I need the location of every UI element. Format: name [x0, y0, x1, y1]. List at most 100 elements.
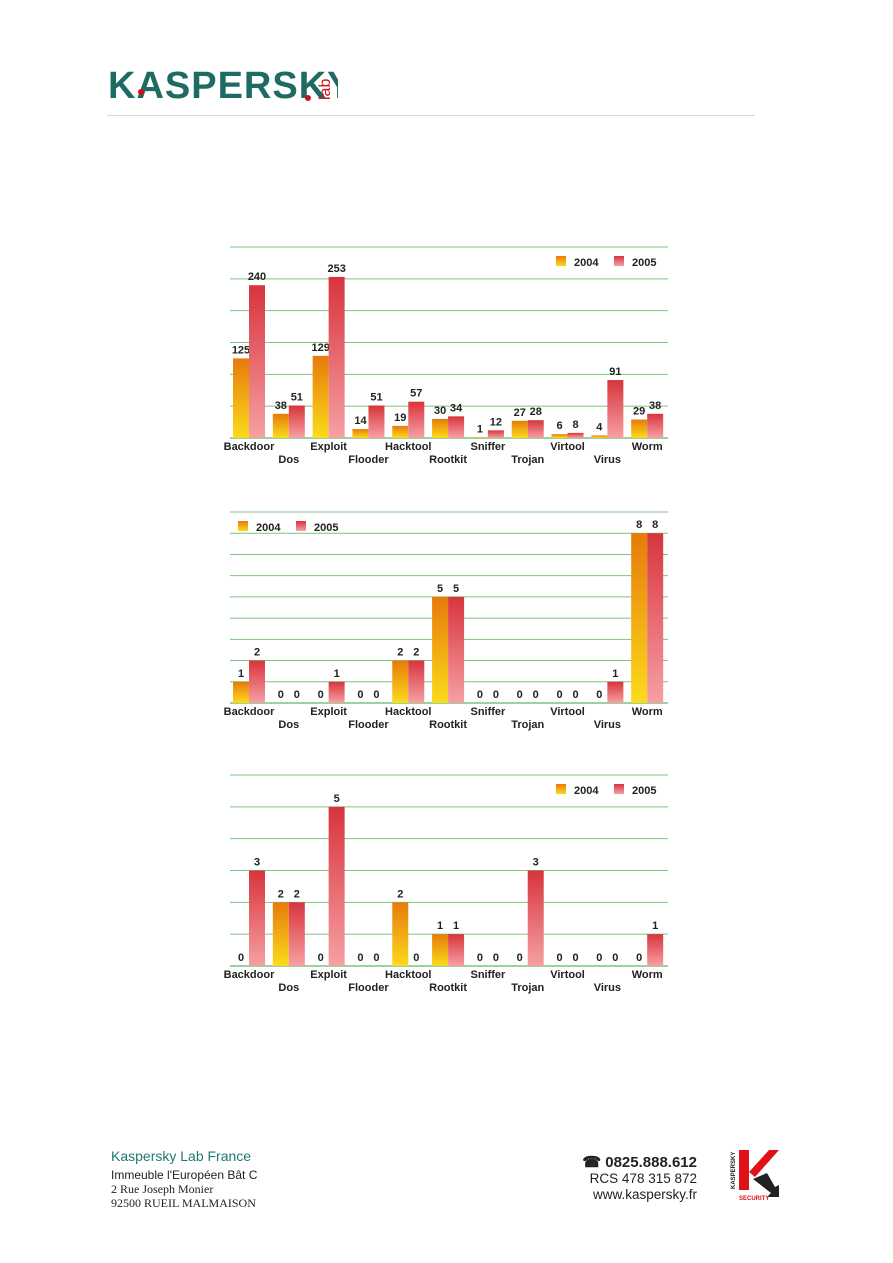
x-tick-label: Hacktool [385, 441, 431, 453]
x-tick-label: Trojan [511, 719, 544, 731]
x-tick-label: Rootkit [429, 454, 467, 466]
x-tick-label: Flooder [348, 454, 389, 466]
data-label: 27 [514, 407, 526, 419]
x-tick-label: Hacktool [385, 969, 431, 981]
data-label: 0 [517, 952, 523, 964]
bar-2004-exploit [312, 355, 329, 438]
bar-2005-sniffer [487, 430, 504, 438]
x-tick-label: Exploit [310, 706, 347, 718]
bar-2004-hacktool [392, 660, 409, 703]
legend-label: 2004 [256, 522, 281, 534]
data-label: 0 [373, 952, 379, 964]
x-tick-label: Flooder [348, 982, 389, 994]
data-label: 1 [238, 668, 244, 680]
bar-2004-hacktool [392, 902, 409, 966]
svg-text:KASPERSKY: KASPERSKY [731, 1152, 737, 1189]
x-tick-label: Trojan [511, 454, 544, 466]
bar-2005-rootkit [448, 416, 465, 438]
x-tick-label: Flooder [348, 719, 389, 731]
data-label: 0 [373, 689, 379, 701]
data-label: 12 [490, 416, 502, 428]
bar-2005-flooder [368, 405, 385, 438]
data-label: 0 [636, 952, 642, 964]
data-label: 2 [413, 647, 419, 659]
footer-contact: ☎ 0825.888.612 RCS 478 315 872 www.kaspe… [582, 1155, 697, 1203]
bar-2005-trojan [527, 420, 544, 438]
data-label: 0 [294, 689, 300, 701]
legend-swatch [614, 784, 624, 794]
data-label: 5 [453, 583, 459, 595]
address-line: 2 Rue Joseph Monier [111, 1182, 214, 1196]
x-tick-label: Worm [632, 969, 663, 981]
legend-label: 2004 [574, 785, 599, 797]
data-label: 8 [652, 519, 658, 531]
bar-2005-trojan [527, 870, 544, 966]
data-label: 2 [294, 888, 300, 900]
bar-2005-exploit [328, 806, 345, 966]
rcs-number: RCS 478 315 872 [589, 1171, 697, 1186]
x-tick-label: Backdoor [224, 706, 275, 718]
x-tick-label: Dos [278, 982, 299, 994]
data-label: 0 [493, 689, 499, 701]
x-tick-label: Virus [594, 454, 621, 466]
data-label: 0 [357, 952, 363, 964]
address-line: 92500 RUEIL MALMAISON [111, 1196, 256, 1210]
legend-swatch [556, 256, 566, 266]
x-tick-label: Trojan [511, 982, 544, 994]
data-label: 2 [397, 888, 403, 900]
x-tick-label: Dos [278, 454, 299, 466]
bar-2005-worm [647, 934, 664, 966]
bar-2004-trojan [511, 420, 528, 438]
data-label: 0 [238, 952, 244, 964]
x-tick-label: Sniffer [470, 969, 506, 981]
data-label: 6 [556, 420, 562, 432]
legend-swatch [296, 521, 306, 531]
legend-label: 2005 [314, 522, 338, 534]
data-label: 38 [649, 400, 661, 412]
bar-2004-virus [591, 435, 608, 438]
legend-swatch [614, 256, 624, 266]
data-label: 57 [410, 388, 422, 400]
svg-text:KASPERSKY: KASPERSKY [108, 65, 338, 107]
data-label: 253 [327, 263, 345, 275]
x-tick-label: Exploit [310, 441, 347, 453]
bar-2005-hacktool [408, 660, 425, 703]
data-label: 0 [596, 952, 602, 964]
footer-address: Kaspersky Lab France Immeuble l'Européen… [111, 1148, 257, 1210]
bar-2005-rootkit [448, 596, 465, 703]
bar-2005-virtool [567, 432, 584, 438]
bar-2005-dos [288, 902, 305, 966]
data-label: 29 [633, 406, 645, 418]
website-link[interactable]: www.kaspersky.fr [592, 1187, 697, 1202]
data-label: 1 [652, 920, 658, 932]
bar-2004-flooder [352, 429, 369, 438]
legend-swatch [238, 521, 248, 531]
kaspersky-lab-logo: KASPERSKY lab [108, 65, 338, 107]
legend-label: 2005 [632, 257, 656, 269]
data-label: 0 [517, 689, 523, 701]
x-tick-label: Rootkit [429, 982, 467, 994]
data-label: 129 [311, 342, 329, 354]
bar-2004-rootkit [432, 596, 449, 703]
data-label: 0 [556, 689, 562, 701]
telephone-icon: ☎ [582, 1154, 602, 1171]
bar-2005-dos [288, 405, 305, 438]
legend-swatch [556, 784, 566, 794]
address-line: Immeuble l'Européen Bât C [111, 1168, 258, 1182]
x-tick-label: Worm [632, 441, 663, 453]
data-label: 0 [612, 952, 618, 964]
bar-2005-virus [607, 681, 624, 703]
data-label: 8 [572, 419, 578, 431]
data-label: 0 [533, 689, 539, 701]
data-label: 0 [357, 689, 363, 701]
data-label: 28 [530, 406, 542, 418]
x-tick-label: Backdoor [224, 969, 275, 981]
data-label: 0 [318, 952, 324, 964]
x-tick-label: Sniffer [470, 441, 506, 453]
bar-2005-rootkit [448, 934, 465, 966]
data-label: 34 [450, 402, 463, 414]
data-label: 0 [477, 952, 483, 964]
data-label: 8 [636, 519, 642, 531]
x-tick-label: Sniffer [470, 706, 506, 718]
data-label: 0 [596, 689, 602, 701]
